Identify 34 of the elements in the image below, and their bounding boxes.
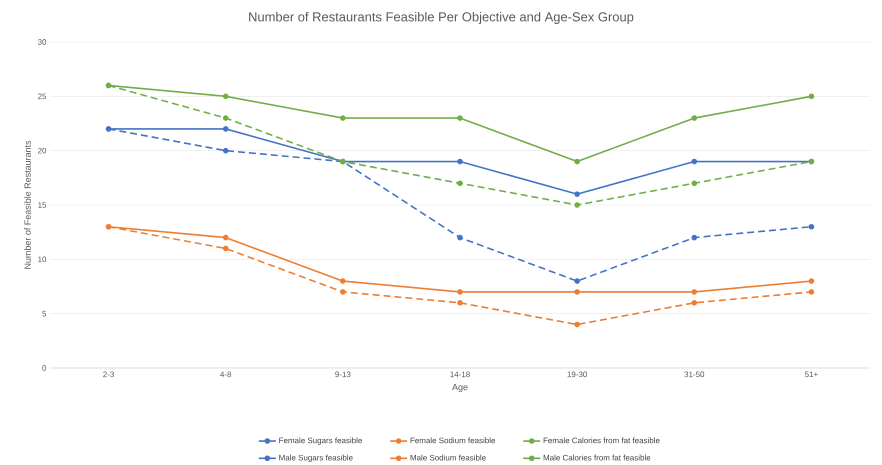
point (457, 300, 463, 306)
point (574, 202, 580, 208)
point (222, 94, 229, 100)
point (340, 115, 346, 121)
point (574, 322, 580, 328)
point (691, 234, 698, 240)
point (808, 224, 814, 230)
point (457, 180, 463, 186)
point (222, 148, 229, 154)
point (222, 246, 229, 252)
point (808, 289, 814, 295)
point (222, 115, 229, 121)
y-axis-title: Number of Feasible Restaurants (24, 140, 31, 269)
point (457, 158, 463, 164)
point (691, 300, 698, 306)
point (340, 278, 346, 284)
point (808, 94, 814, 100)
point (340, 289, 346, 295)
point (574, 191, 580, 197)
x-axis-title: Age (452, 384, 468, 392)
point (574, 278, 580, 284)
point (691, 180, 698, 186)
point (691, 289, 698, 295)
point (691, 115, 698, 121)
chart-title: Number of Restaurants Feasible Per Objective and Age-Sex Group (249, 12, 634, 24)
point (222, 234, 229, 240)
point (691, 158, 698, 164)
point (457, 234, 463, 240)
point (808, 278, 814, 284)
point (574, 158, 580, 164)
point (457, 115, 463, 121)
point (222, 126, 229, 132)
point (574, 289, 580, 295)
point (457, 289, 463, 295)
